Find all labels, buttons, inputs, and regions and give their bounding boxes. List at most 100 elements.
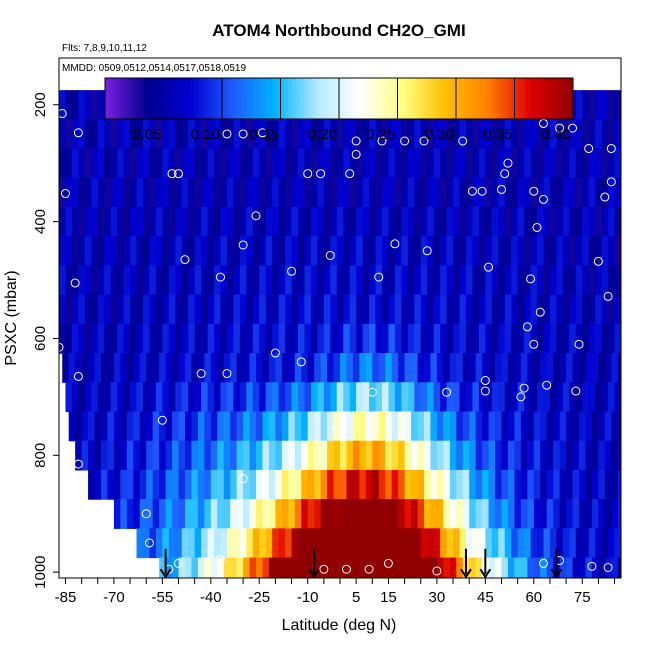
heat-cell xyxy=(614,323,621,354)
colorbar-segment xyxy=(502,78,508,119)
sample-point xyxy=(144,538,154,548)
heat-cell xyxy=(146,440,154,471)
heat-cell xyxy=(214,528,222,559)
heat-cell xyxy=(381,148,390,179)
sample-point xyxy=(535,307,545,317)
heat-cell xyxy=(575,148,583,179)
heat-cell xyxy=(330,148,338,179)
heat-cell xyxy=(278,323,286,354)
heat-cell xyxy=(149,323,157,354)
heat-cell xyxy=(165,440,173,471)
heat-cell xyxy=(404,353,412,383)
heat-cell xyxy=(546,499,554,529)
heat-cell xyxy=(294,440,302,471)
heat-cell xyxy=(246,206,254,237)
sample-point xyxy=(238,474,248,484)
heat-cell xyxy=(178,353,186,383)
heat-cell xyxy=(104,382,112,413)
heat-cell xyxy=(142,206,151,237)
heat-cell xyxy=(142,177,151,208)
heat-cell xyxy=(372,469,380,500)
heat-cell xyxy=(453,382,461,413)
heat-cell xyxy=(495,411,503,442)
heat-cell xyxy=(537,528,545,559)
heat-cell xyxy=(285,148,293,179)
y-tick-label: 1000 xyxy=(32,555,49,588)
heat-cell xyxy=(194,528,202,559)
heat-cell xyxy=(197,440,205,471)
heat-cell xyxy=(556,119,564,150)
heat-cell xyxy=(472,206,480,237)
colorbar-tick-label: 0.10 xyxy=(191,126,220,143)
heat-cell xyxy=(414,236,422,267)
heat-cell xyxy=(562,528,570,559)
heat-cell xyxy=(294,499,302,529)
heat-cell xyxy=(404,557,412,578)
heat-cell xyxy=(601,382,609,413)
heat-cell xyxy=(91,177,99,208)
colorbar-segment xyxy=(417,78,422,119)
heat-cell xyxy=(414,177,422,208)
heat-cell xyxy=(304,294,312,325)
heat-cell xyxy=(595,265,603,296)
heat-cell xyxy=(475,411,483,442)
heat-cell xyxy=(278,382,286,413)
heat-cell xyxy=(275,440,283,471)
heat-cell xyxy=(188,528,196,559)
heat-cell xyxy=(349,382,357,413)
heat-cell xyxy=(362,265,370,296)
heat-cell xyxy=(78,236,86,267)
heat-cell xyxy=(604,440,612,471)
heat-cell xyxy=(320,411,328,442)
heat-cell xyxy=(181,206,189,237)
colorbar-segment xyxy=(459,78,465,119)
heat-cell xyxy=(226,236,235,267)
heat-cell xyxy=(243,353,251,383)
colorbar-segment xyxy=(186,78,192,119)
heat-cell xyxy=(482,440,490,471)
heat-cell xyxy=(537,119,545,150)
heat-cell xyxy=(588,528,596,559)
heat-cell xyxy=(378,499,386,529)
heat-cell xyxy=(398,440,406,471)
heat-cell xyxy=(78,177,86,208)
heat-cell xyxy=(595,177,603,208)
heat-cell xyxy=(220,148,228,179)
heat-cell xyxy=(356,528,364,559)
heat-cell xyxy=(155,294,163,325)
heat-cell xyxy=(181,265,189,296)
sample-points xyxy=(59,104,616,578)
sample-point xyxy=(257,128,267,138)
colorbar-segment xyxy=(530,78,535,119)
heat-cell xyxy=(375,382,383,413)
heat-cell xyxy=(359,499,367,529)
colorbar-segment xyxy=(116,78,122,119)
heat-cell xyxy=(252,148,260,179)
heat-cell xyxy=(388,206,396,237)
heat-cell xyxy=(91,90,99,120)
heat-cell xyxy=(569,323,577,354)
heat-cell xyxy=(155,206,163,237)
heat-cell xyxy=(323,236,331,267)
heat-cell xyxy=(281,440,289,471)
heat-cell xyxy=(498,528,506,559)
heat-cell xyxy=(323,382,331,413)
heat-cell xyxy=(336,265,344,296)
heat-cell xyxy=(604,499,612,529)
heat-cell xyxy=(388,265,396,296)
colorbar-tick-labels: 0.05 0.10 0.15 0.20 0.25 0.30 0.35 0.40 xyxy=(132,126,571,143)
heat-cell xyxy=(268,440,276,471)
heat-cell xyxy=(340,440,348,471)
heat-cell xyxy=(449,499,457,529)
heat-cell xyxy=(527,353,535,383)
heat-cell xyxy=(191,499,199,529)
heat-cell xyxy=(485,119,493,150)
heat-cell xyxy=(152,353,160,383)
heat-cell xyxy=(591,440,599,471)
heat-cell xyxy=(514,499,522,529)
sample-point xyxy=(603,562,613,572)
colorbar-segment xyxy=(385,78,391,119)
sample-point xyxy=(484,262,494,272)
heat-cell xyxy=(375,177,383,208)
heat-cell xyxy=(588,236,596,267)
